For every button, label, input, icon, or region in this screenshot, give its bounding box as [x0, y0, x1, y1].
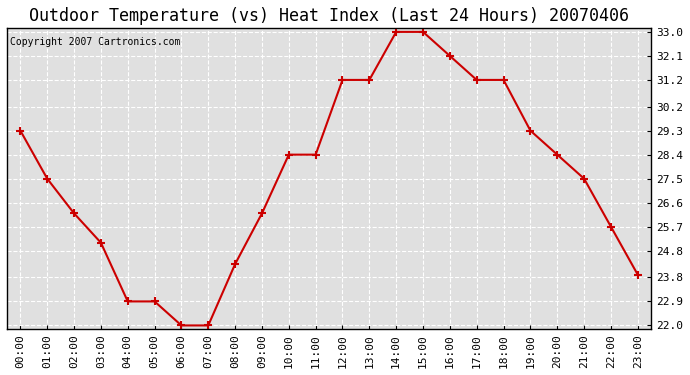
Title: Outdoor Temperature (vs) Heat Index (Last 24 Hours) 20070406: Outdoor Temperature (vs) Heat Index (Las… — [29, 7, 629, 25]
Text: Copyright 2007 Cartronics.com: Copyright 2007 Cartronics.com — [10, 37, 181, 47]
